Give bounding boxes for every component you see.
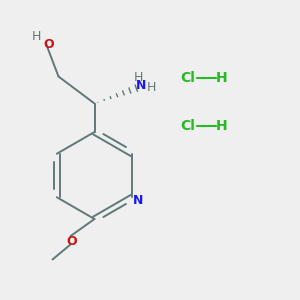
Text: N: N <box>132 194 143 207</box>
Text: Cl: Cl <box>180 119 195 133</box>
Text: H: H <box>216 119 228 133</box>
Text: O: O <box>67 235 77 248</box>
Text: N: N <box>136 79 146 92</box>
Text: H: H <box>133 70 143 84</box>
Text: H: H <box>216 71 228 85</box>
Text: Cl: Cl <box>180 71 195 85</box>
Text: H: H <box>147 81 156 94</box>
Text: H: H <box>32 30 42 43</box>
Text: O: O <box>44 38 54 51</box>
